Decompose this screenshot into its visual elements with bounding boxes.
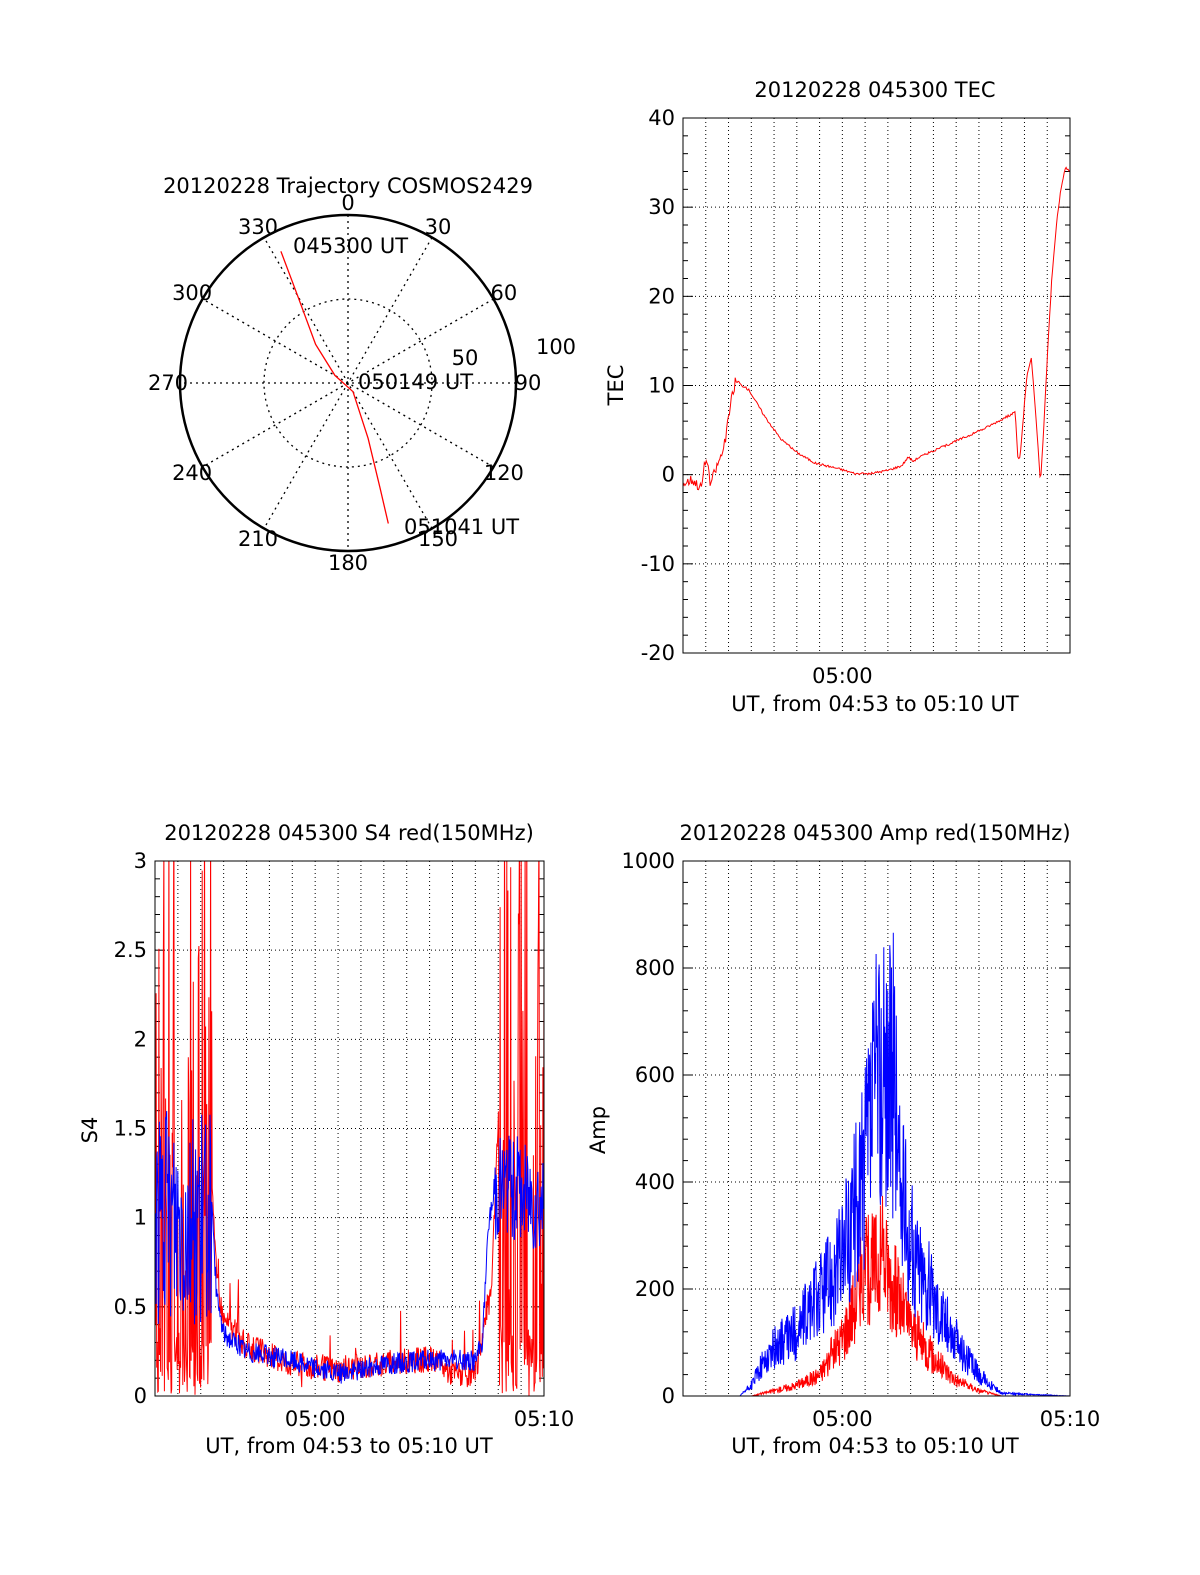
polar-angle-label: 180 <box>328 551 368 575</box>
polar-angle-label: 210 <box>238 527 278 551</box>
polar-angle-label: 120 <box>484 461 524 485</box>
y-tick-label: 600 <box>635 1063 675 1087</box>
s4-y-axis-label: S4 <box>78 1117 102 1144</box>
s4-x-tick-0510: 05:10 <box>514 1407 575 1431</box>
y-tick-label: 0.5 <box>114 1295 147 1319</box>
y-tick-label: 3 <box>134 849 147 873</box>
y-tick-label: 0 <box>662 463 675 487</box>
amp-title: 20120228 045300 Amp red(150MHz) <box>679 821 1070 845</box>
polar-grid <box>178 213 518 553</box>
polar-angle-label: 0 <box>341 191 354 215</box>
trajectory-title: 20120228 Trajectory COSMOS2429 <box>163 174 533 198</box>
polar-angle-label: 330 <box>238 215 278 239</box>
tec-plot-frame <box>682 117 1071 654</box>
s4-plot-frame <box>154 860 545 1397</box>
y-tick-label: 2.5 <box>114 938 147 962</box>
amp-plot-frame <box>682 860 1071 1397</box>
amp-chart: 20120228 045300 Amp red(150MHz) 0 200 400 6… <box>586 821 1100 1458</box>
y-tick-label: 200 <box>635 1277 675 1301</box>
polar-angle-label: 270 <box>148 371 188 395</box>
y-tick-label: 2 <box>134 1027 147 1051</box>
trajectory-mid-label: 050149 UT <box>358 370 473 394</box>
amp-y-ticks: 0 200 400 600 800 1000 <box>622 849 675 1408</box>
y-tick-label: 10 <box>648 374 675 398</box>
polar-angle-labels: 0 30 60 90 120 150 180 210 240 270 300 330 <box>148 191 541 575</box>
series-red-line <box>155 861 544 1396</box>
amp-grid <box>683 860 1070 1397</box>
y-tick-label: 30 <box>648 195 675 219</box>
tec-x-axis-label: UT, from 04:53 to 05:10 UT <box>731 692 1019 716</box>
polar-angle-label: 300 <box>172 281 212 305</box>
polar-angle-label: 150 <box>418 527 458 551</box>
series-red-line <box>683 1195 1070 1396</box>
amp-x-tick-0500: 05:00 <box>812 1407 873 1431</box>
tec-chart: 20120228 045300 TEC -20 -10 0 10 20 30 40 05:0… <box>604 78 1071 716</box>
y-tick-label: -20 <box>641 641 675 665</box>
amp-x-axis-label: UT, from 04:53 to 05:10 UT <box>731 1434 1019 1458</box>
polar-angle-label: 30 <box>425 215 452 239</box>
polar-spoke <box>263 237 433 529</box>
s4-title: 20120228 045300 S4 red(150MHz) <box>164 821 534 845</box>
tec-series <box>683 166 1070 491</box>
tec-x-tick-0500: 05:00 <box>812 664 873 688</box>
s4-x-tick-0500: 05:00 <box>285 1407 346 1431</box>
y-tick-label: 800 <box>635 956 675 980</box>
radial-label-50: 50 <box>452 346 479 370</box>
radial-label-100: 100 <box>536 335 576 359</box>
series-blue-line <box>683 932 1070 1396</box>
tec-y-ticks: -20 -10 0 10 20 30 40 <box>641 106 675 665</box>
polar-angle-label: 90 <box>515 371 542 395</box>
trajectory-end-label: 051041 UT <box>404 515 519 539</box>
series-blue-line <box>155 1110 544 1384</box>
y-tick-label: 1.5 <box>114 1117 147 1141</box>
y-tick-label: 1 <box>134 1206 147 1230</box>
tec-y-axis-label: TEC <box>604 365 628 407</box>
s4-series <box>155 861 544 1396</box>
amp-x-tick-0510: 05:10 <box>1040 1407 1101 1431</box>
y-tick-label: 20 <box>648 284 675 308</box>
series-red-line <box>683 166 1070 491</box>
trajectory-polar-chart: 20120228 Trajectory COSMOS2429 0 30 60 90 12… <box>148 174 576 575</box>
y-tick-label: 0 <box>662 1384 675 1408</box>
y-tick-label: 0 <box>134 1384 147 1408</box>
y-tick-label: -10 <box>641 552 675 576</box>
s4-y-ticks: 0 0.5 1 1.5 2 2.5 3 <box>114 849 147 1408</box>
tec-grid <box>683 117 1070 654</box>
trajectory-line <box>280 251 389 524</box>
y-tick-label: 40 <box>648 106 675 130</box>
polar-angle-label: 60 <box>491 281 518 305</box>
y-tick-label: 1000 <box>622 849 675 873</box>
amp-series <box>683 932 1070 1396</box>
tec-title: 20120228 045300 TEC <box>754 78 995 102</box>
s4-x-axis-label: UT, from 04:53 to 05:10 UT <box>205 1434 493 1458</box>
s4-chart: 20120228 045300 S4 red(150MHz) 0 0.5 1 1.5 2… <box>78 821 575 1458</box>
y-tick-label: 400 <box>635 1170 675 1194</box>
trajectory-start-label: 045300 UT <box>293 234 408 258</box>
amp-y-axis-label: Amp <box>586 1106 610 1154</box>
polar-angle-label: 240 <box>172 461 212 485</box>
